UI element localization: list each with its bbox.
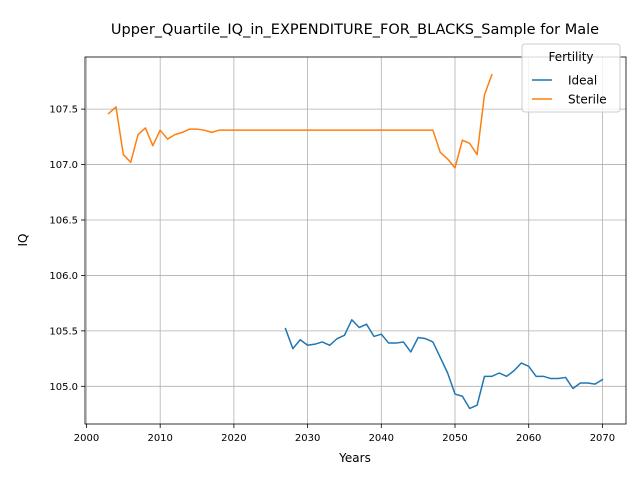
series-lines [107,73,604,410]
x-tick-label: 2020 [221,433,246,444]
legend-title: Fertility [548,50,593,64]
series-line-ideal [284,319,604,410]
y-tick-label: 105.0 [49,382,78,393]
y-tick-label: 105.5 [49,326,78,337]
legend-box [521,43,621,113]
legend: Fertility Ideal Sterile [521,43,621,113]
plot-area-frame [84,56,627,425]
y-tick-label: 107.5 [49,105,78,116]
series-line-sterile [107,73,493,169]
x-tick-label: 2030 [295,433,320,444]
y-axis-ticks: 105.0 105.5 106.0 106.5 107.0 107.5 [49,105,85,393]
x-tick-label: 2040 [369,433,394,444]
y-axis-label: IQ [16,234,30,247]
y-tick-label: 107.0 [49,160,78,171]
x-tick-label: 2060 [516,433,541,444]
x-tick-label: 2010 [147,433,172,444]
x-tick-label: 2000 [74,433,99,444]
x-tick-label: 2050 [442,433,467,444]
y-tick-label: 106.5 [49,215,78,226]
x-tick-label: 2070 [590,433,615,444]
chart-title: Upper_Quartile_IQ_in_EXPENDITURE_FOR_BLA… [111,22,599,38]
x-axis-label: Years [338,451,371,465]
y-tick-label: 106.0 [49,271,78,282]
x-axis-ticks: 2000 2010 2020 2030 2040 2050 2060 2070 [74,424,615,444]
legend-label-ideal: Ideal [568,74,597,88]
grid-lines [85,57,626,424]
legend-label-sterile: Sterile [568,93,607,107]
